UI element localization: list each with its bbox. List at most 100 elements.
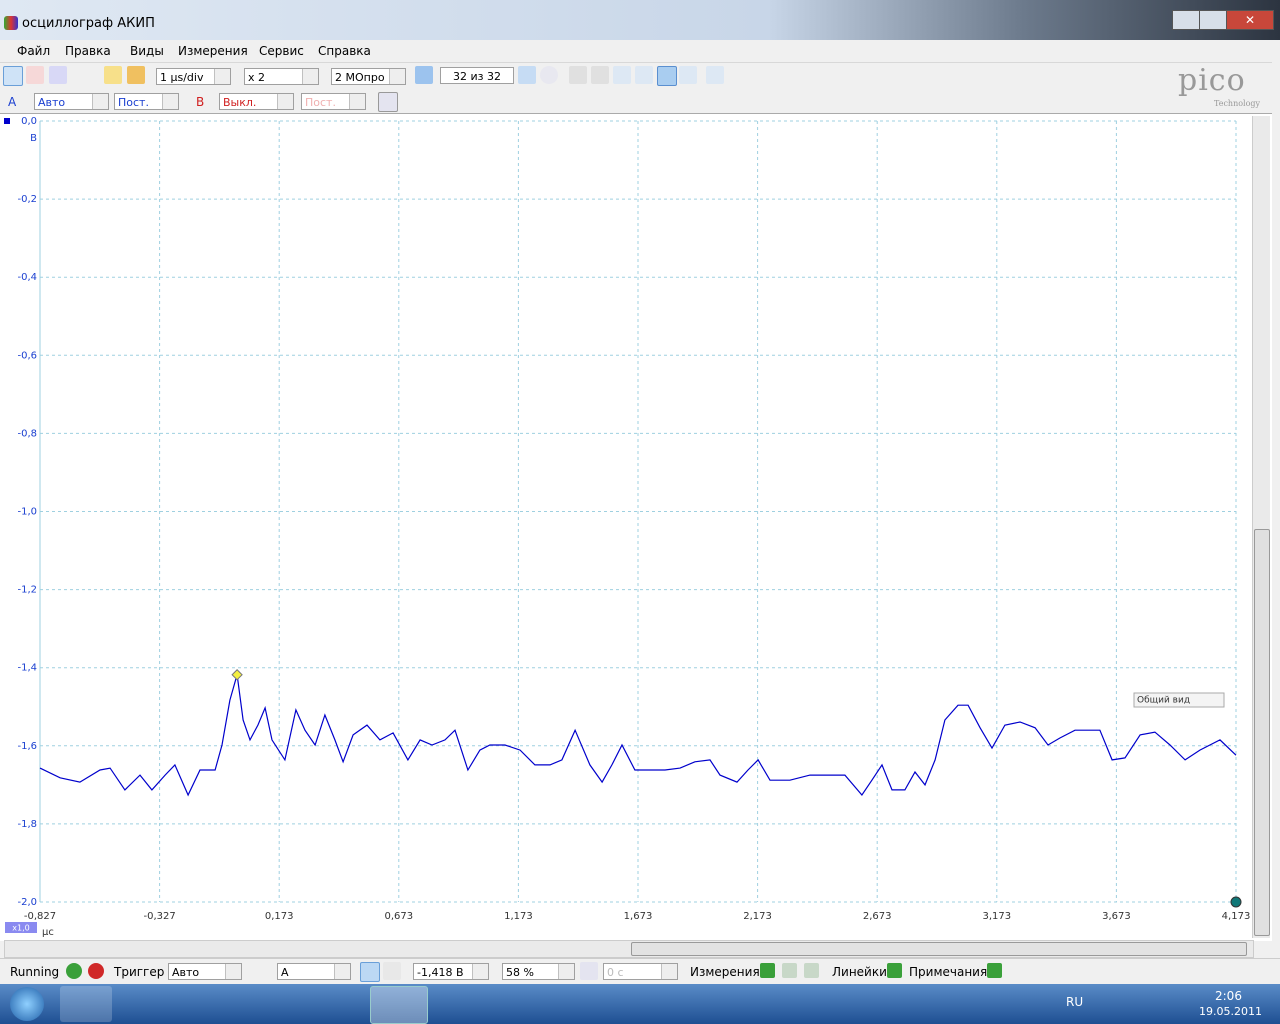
falling-edge-button[interactable] xyxy=(383,962,401,980)
x-scale-badge xyxy=(5,922,37,933)
trigger-mode-select[interactable]: Авто xyxy=(168,963,242,980)
maximize-button[interactable] xyxy=(1199,10,1227,30)
x-unit: μс xyxy=(42,927,54,938)
start-orb[interactable] xyxy=(10,987,44,1021)
spin-arrows xyxy=(661,964,677,979)
plot-panel xyxy=(0,113,1272,941)
rulers-toggle[interactable] xyxy=(887,963,902,978)
clock-date[interactable]: 19.05.2011 xyxy=(1199,1005,1262,1018)
dropdown-arrow xyxy=(277,94,293,109)
channel-options-button[interactable] xyxy=(378,92,398,112)
spin-arrows xyxy=(558,964,574,979)
pointer-tool[interactable] xyxy=(569,66,587,84)
zoom-spin[interactable]: x 2 xyxy=(244,68,319,85)
scroll-thumb[interactable] xyxy=(1254,529,1270,936)
next-buffer-button[interactable] xyxy=(518,66,536,84)
clock-time[interactable]: 2:06 xyxy=(1215,989,1242,1003)
hand-tool[interactable] xyxy=(591,66,609,84)
persistence-button[interactable] xyxy=(26,66,44,84)
dropdown-arrow xyxy=(92,94,108,109)
x-scale: x1,0 xyxy=(12,924,29,933)
y-tick-label: -0,8 xyxy=(17,428,37,439)
delay: 0 с xyxy=(607,966,624,979)
menu-item[interactable]: Файл xyxy=(17,44,51,58)
x-tick-label: -0,327 xyxy=(143,911,175,922)
x-tick-label: 2,173 xyxy=(743,911,772,922)
vertical-scrollbar[interactable] xyxy=(1252,116,1270,938)
notes-toggle[interactable] xyxy=(987,963,1002,978)
language-indicator[interactable]: RU xyxy=(1066,995,1084,1009)
auto-setup-button[interactable] xyxy=(104,66,122,84)
x-tick-label: 3,673 xyxy=(1102,911,1131,922)
title-bar: осциллограф АКИП ✕ xyxy=(0,0,1280,40)
timebase: 1 µs/div xyxy=(160,71,204,84)
dropdown-arrow xyxy=(225,964,241,979)
buffer-field[interactable]: 32 из 32 xyxy=(440,67,514,84)
coupling-b-select[interactable]: Пост. xyxy=(301,93,366,110)
taskbar-app[interactable] xyxy=(188,986,240,1022)
trigger-level: -1,418 В xyxy=(417,966,464,979)
range-b: Выкл. xyxy=(223,96,257,109)
zoom-in-tool[interactable] xyxy=(635,66,653,84)
trigger-channel-select[interactable]: A xyxy=(277,963,351,980)
taskbar-app[interactable] xyxy=(310,986,362,1022)
end-marker xyxy=(1230,896,1242,908)
horizontal-scrollbar[interactable] xyxy=(4,940,1254,958)
scroll-thumb[interactable] xyxy=(631,942,1247,956)
trigger-mode: Авто xyxy=(172,966,200,979)
y-tick-label: 0,0 xyxy=(21,116,37,127)
x-tick-label: 0,173 xyxy=(265,911,294,922)
add-measurement-button[interactable] xyxy=(760,963,775,978)
taskbar-app[interactable] xyxy=(60,986,112,1022)
window-title: осциллограф АКИП xyxy=(22,16,155,31)
trigger-level-spin[interactable]: -1,418 В xyxy=(413,963,489,980)
close-button[interactable]: ✕ xyxy=(1226,10,1274,30)
notes-label: Примечания xyxy=(909,965,988,979)
x-tick-label: 2,673 xyxy=(863,911,892,922)
start-button[interactable] xyxy=(66,963,82,979)
overview-label: Общий вид xyxy=(1137,696,1190,706)
taskbar-app[interactable] xyxy=(126,986,178,1022)
zoom-fit-tool[interactable] xyxy=(706,66,724,84)
samples-spin[interactable]: 2 МОпро xyxy=(331,68,406,85)
trigger-label: Триггер xyxy=(114,965,165,979)
zoom-out-tool[interactable] xyxy=(657,66,677,86)
minimize-button[interactable] xyxy=(1172,10,1200,30)
pretrigger-spin[interactable]: 58 % xyxy=(502,963,575,980)
taskbar: RU 2:06 19.05.2011 xyxy=(0,984,1280,1024)
delete-measurement-button[interactable] xyxy=(804,963,819,978)
taskbar-app[interactable] xyxy=(248,986,300,1022)
menu-item[interactable]: Правка xyxy=(65,44,111,58)
rising-edge-button[interactable] xyxy=(360,962,380,982)
home-button[interactable] xyxy=(127,66,145,84)
taskbar-app-active[interactable] xyxy=(370,986,428,1024)
x-tick-label: 0,673 xyxy=(384,911,413,922)
logo: pico xyxy=(1178,63,1246,98)
channel-b-label: B xyxy=(196,95,205,109)
navigator-button[interactable] xyxy=(540,66,558,84)
stop-button[interactable] xyxy=(88,963,104,979)
edit-measurement-button[interactable] xyxy=(782,963,797,978)
x-tick-label: 4,173 xyxy=(1222,911,1251,922)
timebase-select[interactable]: 1 µs/div xyxy=(156,68,231,85)
prev-buffer-button[interactable] xyxy=(415,66,433,84)
menu-item[interactable]: Виды xyxy=(130,44,164,58)
scope-mode-button[interactable] xyxy=(3,66,23,86)
range-a: Авто xyxy=(38,96,66,109)
delay-toggle[interactable] xyxy=(580,962,598,980)
app-icon xyxy=(4,16,18,30)
coupling-a-select[interactable]: Пост. xyxy=(114,93,179,110)
delay-spin[interactable]: 0 с xyxy=(603,963,678,980)
zoom-tool[interactable] xyxy=(613,66,631,84)
undo-zoom-tool[interactable] xyxy=(679,66,697,84)
x-tick-label: 3,173 xyxy=(982,911,1011,922)
channel-a-label: A xyxy=(8,95,17,109)
menu-item[interactable]: Справка xyxy=(318,44,371,58)
spectrum-button[interactable] xyxy=(49,66,67,84)
range-a-select[interactable]: Авто xyxy=(34,93,109,110)
menu-item[interactable]: Измерения xyxy=(178,44,248,58)
x-tick-label: 1,173 xyxy=(504,911,533,922)
range-b-select[interactable]: Выкл. xyxy=(219,93,294,110)
menu-item[interactable]: Сервис xyxy=(259,44,304,58)
